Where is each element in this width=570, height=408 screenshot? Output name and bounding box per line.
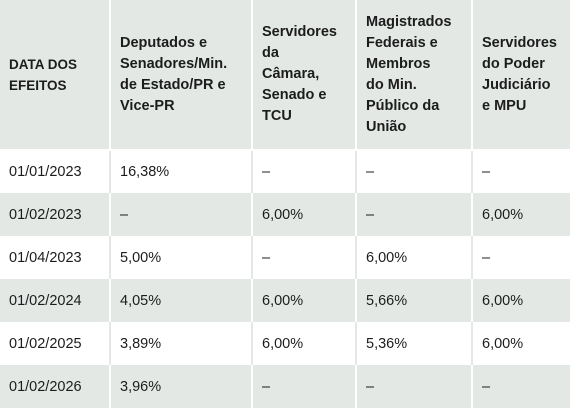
header-line: TCU bbox=[262, 108, 292, 124]
header-line: Senado e bbox=[262, 87, 327, 103]
cell-date: 01/02/2026 bbox=[0, 365, 111, 408]
header-line: Câmara, bbox=[262, 66, 320, 82]
table-row: 01/04/2023 5,00% – 6,00% – bbox=[0, 236, 570, 279]
header-federal-magistrates: Magistrados Federais e Membros do Min. P… bbox=[356, 0, 473, 151]
cell-date: 01/04/2023 bbox=[0, 236, 111, 279]
table-row: 01/02/2023 – 6,00% – 6,00% bbox=[0, 193, 570, 236]
cell-magistrates: – bbox=[356, 193, 473, 236]
table-row: 01/01/2023 16,38% – – – bbox=[0, 150, 570, 193]
header-judiciary-mpu-staff: Servidores do Poder Judiciário e MPU bbox=[472, 0, 570, 151]
cell-chamber-staff: – bbox=[252, 150, 357, 193]
header-line: do Min. bbox=[366, 76, 417, 93]
cell-deputies: 5,00% bbox=[110, 236, 253, 279]
table-row: 01/02/2025 3,89% 6,00% 5,36% 6,00% bbox=[0, 322, 570, 365]
header-line: Servidores bbox=[262, 24, 337, 40]
header-effective-date: DATA DOS EFEITOS bbox=[0, 0, 111, 151]
cell-judiciary-staff: 6,00% bbox=[472, 279, 570, 322]
header-line: Magistrados bbox=[366, 13, 452, 30]
cell-magistrates: – bbox=[356, 150, 473, 193]
cell-judiciary-staff: – bbox=[472, 236, 570, 279]
cell-deputies: – bbox=[110, 193, 253, 236]
header-chamber-senate-tcu-staff: Servidores da Câmara, Senado e TCU bbox=[252, 0, 357, 151]
cell-judiciary-staff: – bbox=[472, 150, 570, 193]
header-line: da bbox=[262, 45, 279, 61]
cell-date: 01/02/2025 bbox=[0, 322, 111, 365]
header-deputies-senators: Deputados e Senadores/Min. de Estado/PR … bbox=[110, 0, 253, 151]
header-line: Deputados e bbox=[120, 34, 208, 51]
header-line: de Estado/PR e bbox=[120, 76, 226, 93]
cell-chamber-staff: 6,00% bbox=[252, 279, 357, 322]
cell-chamber-staff: 6,00% bbox=[252, 193, 357, 236]
header-line: DATA DOS bbox=[9, 56, 77, 72]
cell-date: 01/02/2024 bbox=[0, 279, 111, 322]
header-row: DATA DOS EFEITOS Deputados e Senadores/M… bbox=[0, 0, 570, 151]
header-line: Federais e bbox=[366, 34, 438, 51]
cell-deputies: 16,38% bbox=[110, 150, 253, 193]
header-line: Público da bbox=[366, 97, 440, 114]
cell-magistrates: 5,36% bbox=[356, 322, 473, 365]
header-line: Judiciário bbox=[482, 76, 551, 93]
cell-chamber-staff: – bbox=[252, 365, 357, 408]
header-line: União bbox=[366, 118, 407, 135]
cell-deputies: 3,89% bbox=[110, 322, 253, 365]
cell-magistrates: 5,66% bbox=[356, 279, 473, 322]
table-row: 01/02/2026 3,96% – – – bbox=[0, 365, 570, 408]
cell-chamber-staff: – bbox=[252, 236, 357, 279]
cell-deputies: 3,96% bbox=[110, 365, 253, 408]
table-row: 01/02/2024 4,05% 6,00% 5,66% 6,00% bbox=[0, 279, 570, 322]
cell-judiciary-staff: – bbox=[472, 365, 570, 408]
header-line: Senadores/Min. bbox=[120, 55, 228, 72]
cell-date: 01/01/2023 bbox=[0, 150, 111, 193]
header-line: Membros bbox=[366, 55, 431, 72]
cell-date: 01/02/2023 bbox=[0, 193, 111, 236]
cell-chamber-staff: 6,00% bbox=[252, 322, 357, 365]
cell-deputies: 4,05% bbox=[110, 279, 253, 322]
header-line: do Poder bbox=[482, 55, 545, 72]
cell-judiciary-staff: 6,00% bbox=[472, 322, 570, 365]
cell-judiciary-staff: 6,00% bbox=[472, 193, 570, 236]
cell-magistrates: – bbox=[356, 365, 473, 408]
header-line: Servidores bbox=[482, 34, 557, 51]
header-line: EFEITOS bbox=[9, 77, 67, 93]
cell-magistrates: 6,00% bbox=[356, 236, 473, 279]
header-line: Vice-PR bbox=[120, 97, 175, 114]
header-line: e MPU bbox=[482, 97, 527, 114]
